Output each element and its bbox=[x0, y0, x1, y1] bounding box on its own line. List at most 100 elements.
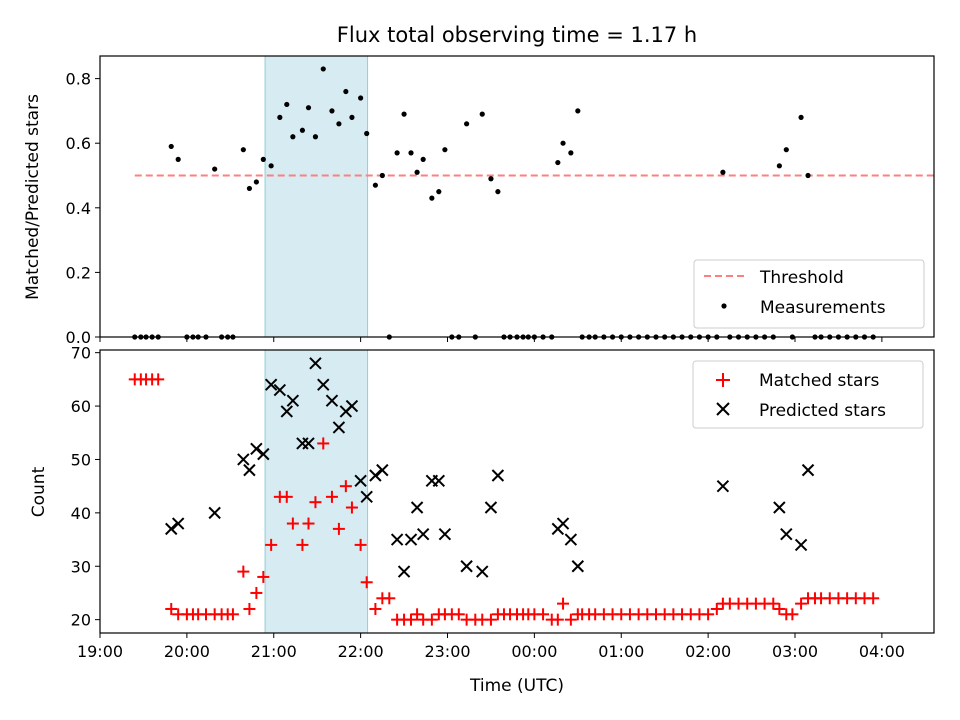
measurements-point bbox=[299, 127, 306, 133]
matched-stars-point bbox=[296, 538, 309, 551]
top-axes-frame bbox=[99, 55, 935, 338]
measurements-point bbox=[394, 150, 400, 156]
measurements-point bbox=[364, 130, 370, 137]
predicted-stars-point bbox=[302, 437, 315, 450]
measurements-point bbox=[312, 134, 319, 140]
measurements-point bbox=[488, 176, 494, 182]
matched-stars-point bbox=[786, 608, 799, 621]
predicted-stars-point bbox=[476, 565, 489, 578]
measurements-point bbox=[212, 166, 218, 172]
x-tick-label: 20:00 bbox=[164, 642, 210, 661]
matched-stars-point bbox=[265, 538, 278, 551]
matched-legend-label: Matched stars bbox=[759, 371, 879, 391]
y-tick-label: 60 bbox=[71, 397, 91, 416]
measurements-point bbox=[253, 179, 259, 185]
bottom-legend: Matched stars Predicted stars bbox=[692, 360, 924, 429]
predicted-stars-point bbox=[484, 501, 498, 514]
x-tick-label: 19:00 bbox=[77, 642, 123, 661]
matched-stars-point bbox=[710, 602, 723, 615]
predicted-stars-point bbox=[773, 501, 786, 514]
predicted-stars-point bbox=[794, 538, 808, 552]
top-legend: Threshold Measurements bbox=[693, 259, 925, 329]
matched-stars-point bbox=[360, 576, 373, 589]
predicted-stars-point bbox=[410, 501, 424, 514]
predicted-stars-point bbox=[404, 533, 418, 546]
matched-stars-point bbox=[302, 517, 315, 530]
predicted-stars-point bbox=[257, 447, 270, 461]
bottom-y-axis-label: Count bbox=[29, 466, 49, 517]
measurements-point bbox=[479, 111, 485, 117]
measurements-point bbox=[168, 143, 174, 150]
measurements-point bbox=[358, 95, 364, 101]
measurements-point bbox=[349, 114, 355, 120]
matched-stars-point bbox=[867, 592, 880, 605]
matched-stars-point bbox=[165, 602, 178, 615]
predicted-stars-point bbox=[438, 528, 452, 541]
measurements-point bbox=[555, 159, 561, 166]
measurements-point bbox=[240, 147, 246, 153]
matched-stars-point bbox=[354, 538, 367, 551]
measurements-point bbox=[372, 182, 378, 188]
top-y-axis-label: Matched/Predicted stars bbox=[23, 94, 43, 300]
bottom-axes-frame bbox=[99, 349, 935, 634]
measurements-point bbox=[268, 163, 274, 169]
predicted-stars-point bbox=[250, 442, 263, 455]
matched-stars-point bbox=[286, 517, 299, 530]
measurements-point bbox=[720, 169, 726, 175]
measurements-point bbox=[420, 156, 426, 162]
measurements-point bbox=[305, 105, 312, 111]
predicted-stars-point bbox=[325, 394, 339, 407]
predicted-stars-point bbox=[780, 528, 793, 541]
measurements-point bbox=[805, 172, 811, 179]
predicted-stars-point bbox=[369, 469, 382, 482]
y-tick-label: 50 bbox=[71, 450, 91, 469]
matched-stars-point bbox=[702, 608, 715, 621]
matched-stars-point bbox=[257, 570, 270, 583]
measurements-point bbox=[343, 88, 349, 95]
predicted-stars-point bbox=[571, 560, 585, 573]
predicted-stars-point bbox=[243, 463, 256, 477]
x-tick-label: 00:00 bbox=[511, 642, 557, 661]
top-legend-box bbox=[693, 259, 925, 329]
predicted-stars-point bbox=[390, 533, 404, 546]
x-axis-label: Time (UTC) bbox=[469, 676, 564, 696]
observing-window-span bbox=[264, 55, 369, 338]
matched-stars-point bbox=[309, 496, 322, 509]
matched-stars-point bbox=[237, 565, 250, 578]
measurements-point bbox=[464, 121, 470, 127]
predicted-legend-swatch bbox=[716, 402, 730, 416]
matched-stars-point bbox=[564, 613, 577, 626]
y-tick-label: 70 bbox=[71, 344, 91, 363]
measurements-legend-swatch bbox=[721, 303, 727, 309]
matched-stars-point bbox=[411, 608, 424, 621]
top-panel: Flux total observing time = 1.17 h 0.0 0.… bbox=[23, 23, 935, 347]
measurements-point bbox=[246, 185, 253, 192]
predicted-stars-point bbox=[801, 463, 815, 477]
matched-stars-point bbox=[484, 613, 497, 626]
predicted-stars-point bbox=[264, 378, 278, 391]
x-tick-label: 21:00 bbox=[251, 642, 297, 661]
x-tick-label: 01:00 bbox=[598, 642, 644, 661]
x-tick-label: 04:00 bbox=[859, 642, 905, 661]
x-tick-label: 02:00 bbox=[685, 642, 731, 661]
measurements-point bbox=[783, 147, 789, 153]
measurements-point bbox=[568, 150, 574, 156]
y-tick-label: 30 bbox=[71, 557, 91, 576]
measurements-legend-label: Measurements bbox=[760, 298, 886, 318]
measurements-point bbox=[336, 121, 342, 127]
matched-stars-point bbox=[405, 613, 418, 626]
predicted-stars-point bbox=[208, 506, 221, 520]
y-tick-label: 0.8 bbox=[66, 70, 91, 89]
predicted-stars-point bbox=[432, 474, 446, 488]
measurements-point bbox=[284, 101, 290, 108]
measurements-point bbox=[798, 114, 804, 120]
matched-stars-point bbox=[243, 602, 256, 615]
predicted-stars-point bbox=[171, 517, 185, 530]
predicted-stars-point bbox=[360, 490, 373, 504]
predicted-stars-point bbox=[716, 479, 730, 493]
measurements-point bbox=[329, 108, 335, 114]
y-tick-label: 20 bbox=[71, 611, 91, 630]
predicted-stars-point bbox=[309, 357, 322, 370]
matched-stars-point bbox=[226, 608, 239, 621]
predicted-stars-point bbox=[280, 405, 293, 418]
